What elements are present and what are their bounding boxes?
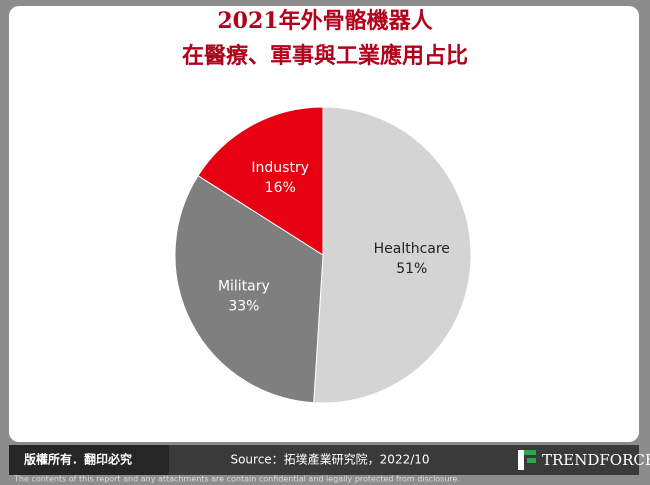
slice-label: Healthcare	[374, 241, 450, 257]
logo-icon	[527, 458, 536, 463]
pie-slice	[197, 106, 324, 256]
logo: TRENDFORCE	[542, 451, 650, 469]
pie-slice	[313, 106, 472, 404]
slice-label: Military	[218, 278, 270, 294]
logo-icon	[524, 450, 536, 455]
pie: Healthcare 51% Military 33% Industry 16%	[174, 106, 472, 404]
value-label: 51%	[396, 261, 427, 277]
logo-icon	[518, 450, 524, 470]
footer-left	[9, 445, 169, 475]
value-label: 16%	[265, 180, 296, 196]
chart-title: 在醫療、軍事與工業應用占比	[182, 43, 468, 69]
rights: 版權所有．翻印必究	[24, 452, 132, 467]
pie-slice	[174, 175, 324, 404]
source: Source：拓墣產業研究院，2022/10	[230, 452, 429, 467]
disclaimer: The contents of this report and any atta…	[13, 475, 460, 484]
chart-title: 2021年外骨骼機器人	[217, 8, 432, 34]
value-label: 33%	[228, 298, 259, 314]
slice-label: Industry	[251, 160, 309, 176]
